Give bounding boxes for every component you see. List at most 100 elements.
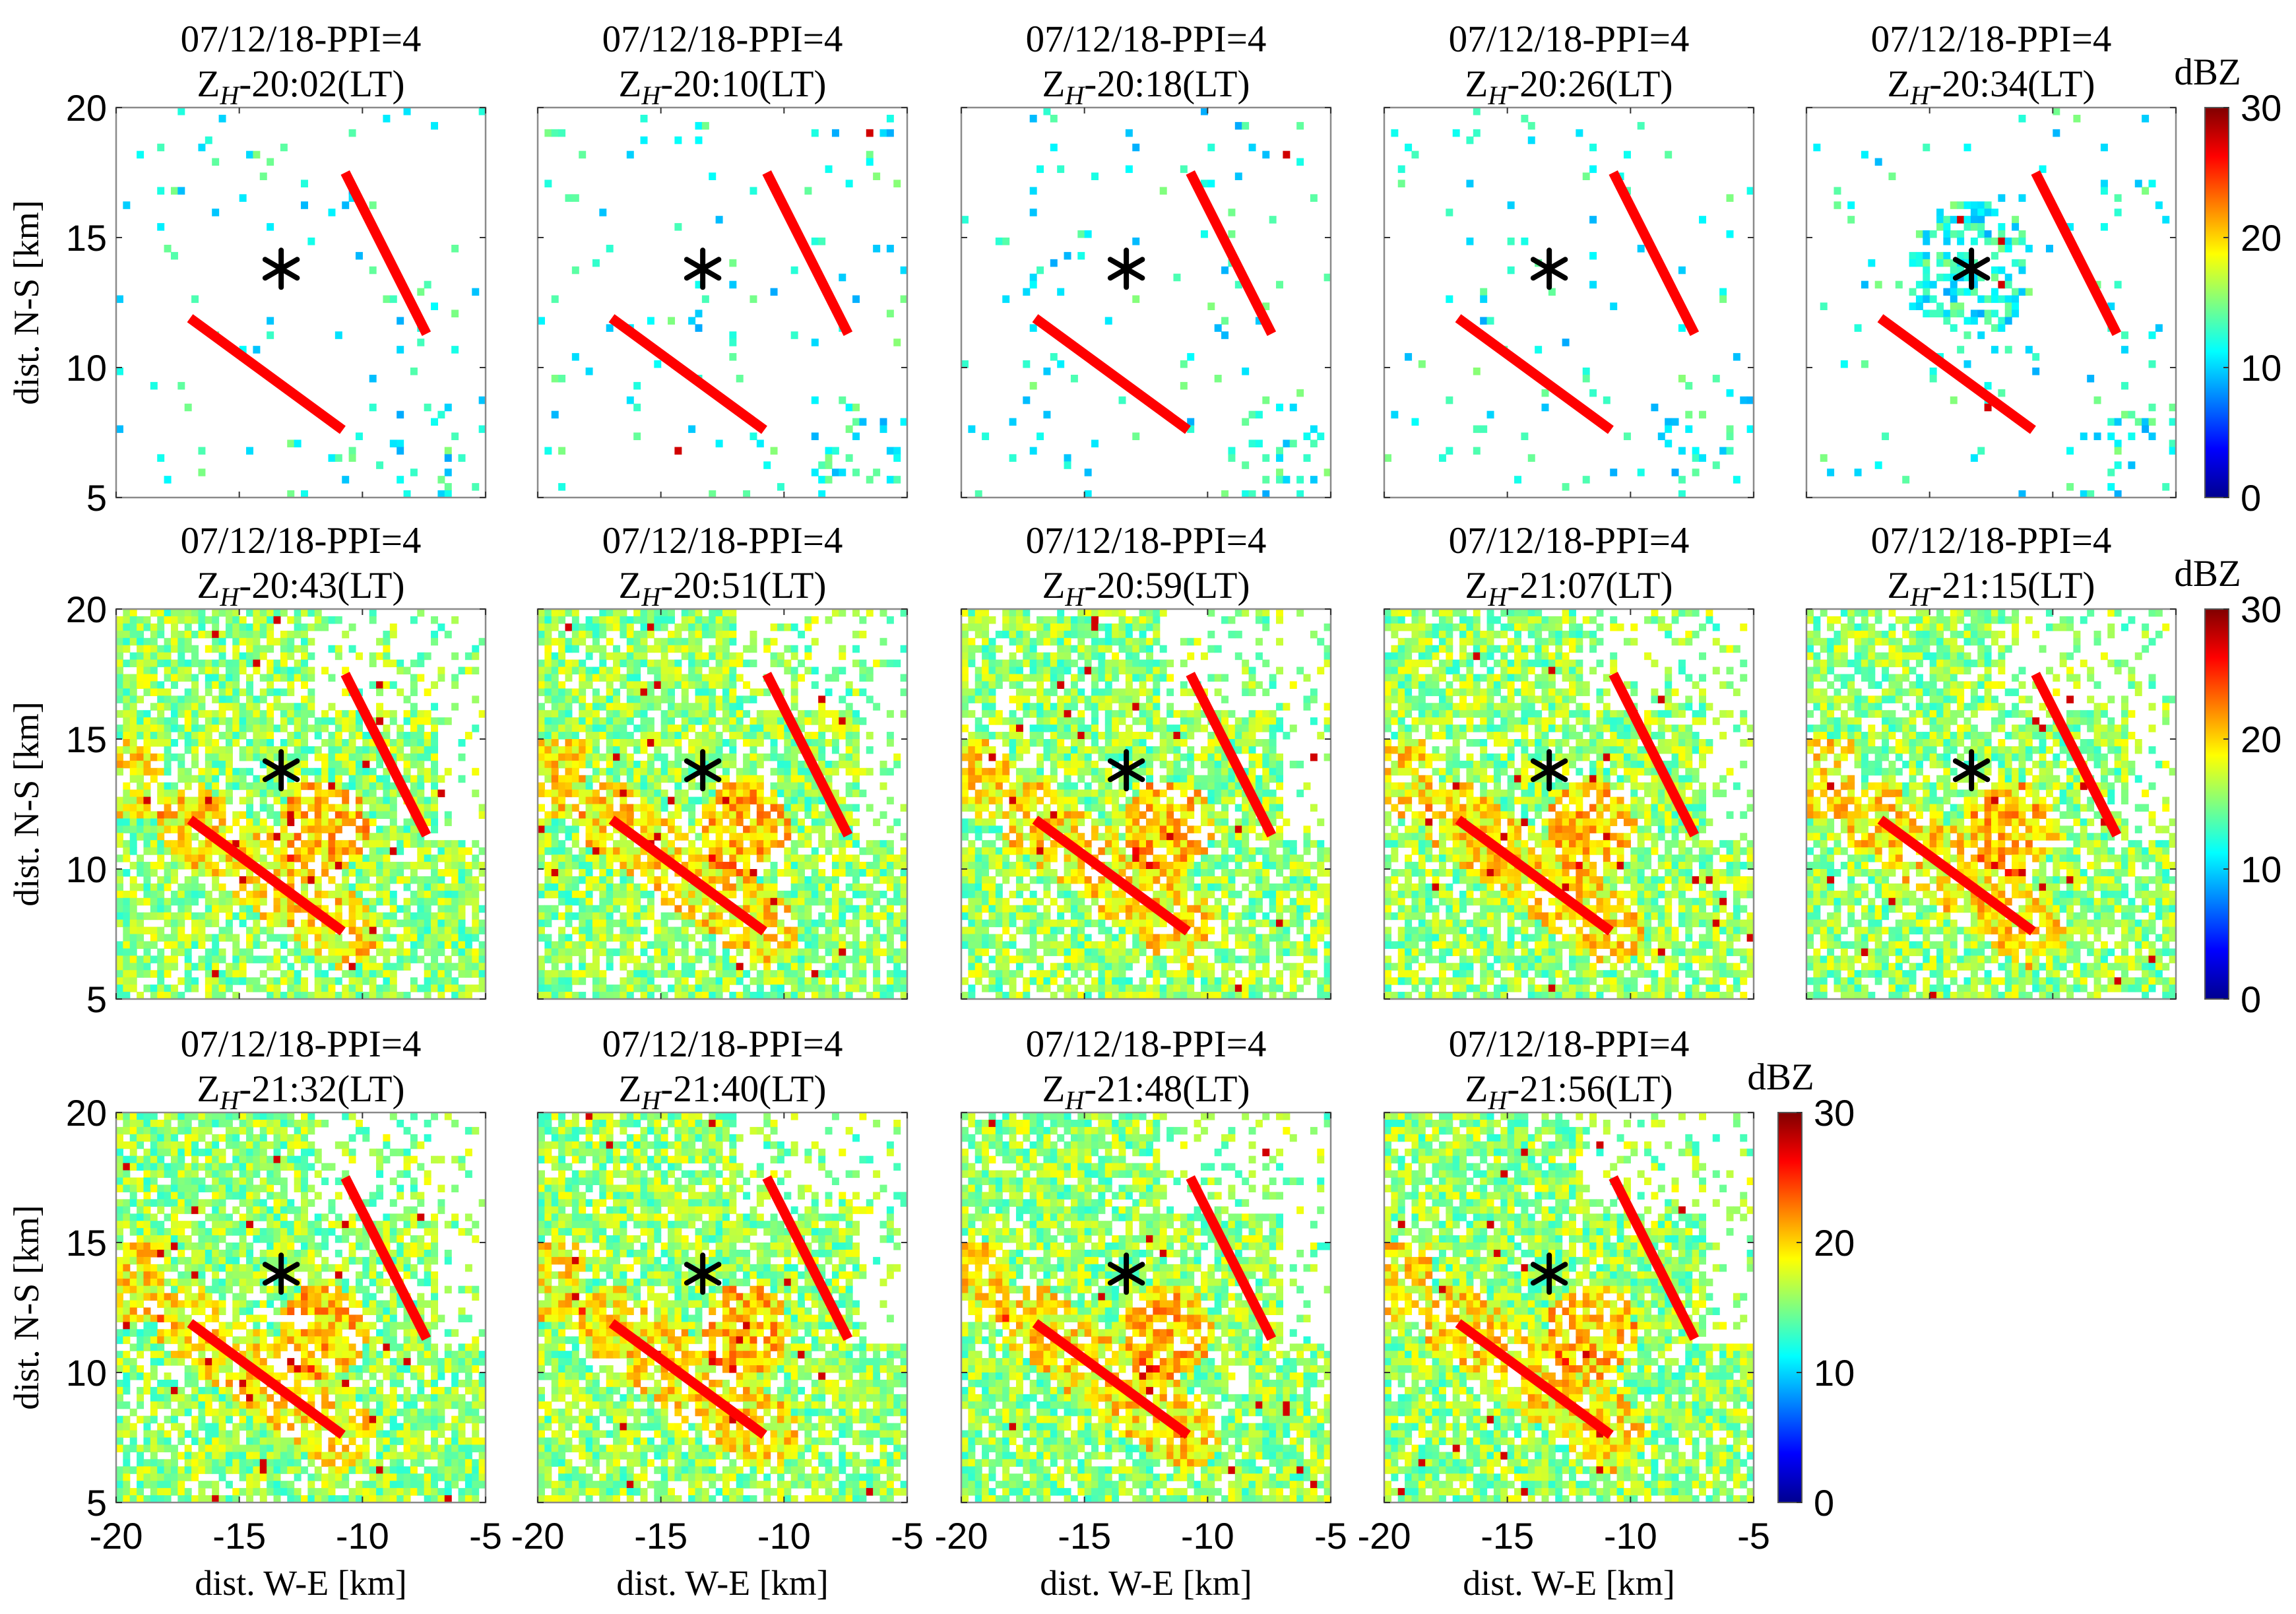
reflectivity-cell <box>349 818 356 826</box>
reflectivity-cell <box>287 876 294 884</box>
reflectivity-cell <box>1651 404 1658 412</box>
reflectivity-cell <box>212 631 219 639</box>
reflectivity-cell <box>397 754 404 761</box>
reflectivity-cell <box>260 739 267 747</box>
reflectivity-cell <box>301 783 308 791</box>
reflectivity-cell <box>702 296 709 304</box>
reflectivity-cell <box>205 768 212 776</box>
reflectivity-cell <box>369 201 377 209</box>
reflectivity-cell <box>280 631 288 639</box>
reflectivity-cell <box>404 754 411 761</box>
reflectivity-cell <box>137 645 144 653</box>
reflectivity-cell <box>171 891 178 899</box>
reflectivity-cell <box>852 433 860 441</box>
reflectivity-cell <box>1923 309 1930 317</box>
reflectivity-cell <box>185 876 192 884</box>
reflectivity-cell <box>1727 230 1734 238</box>
reflectivity-cell <box>205 811 212 819</box>
reflectivity-cell <box>349 725 356 732</box>
reflectivity-cell <box>431 876 438 884</box>
reflectivity-cell <box>185 710 192 718</box>
reflectivity-cell <box>321 775 329 783</box>
reflectivity-cell <box>239 898 247 906</box>
reflectivity-cell <box>198 768 205 776</box>
reflectivity-cell <box>191 804 199 812</box>
reflectivity-cell <box>2142 187 2149 195</box>
reflectivity-cell <box>729 339 736 346</box>
reflectivity-cell <box>260 898 267 906</box>
reflectivity-cell <box>307 869 315 877</box>
reflectivity-cell <box>191 296 199 304</box>
reflectivity-cell <box>1991 324 1998 332</box>
reflectivity-cell <box>445 468 452 476</box>
reflectivity-cell <box>212 616 219 624</box>
reflectivity-cell <box>1950 296 1958 304</box>
reflectivity-cell <box>287 717 294 725</box>
reflectivity-cell <box>143 667 150 675</box>
reflectivity-cell <box>1943 252 1950 260</box>
reflectivity-cell <box>116 825 123 833</box>
reflectivity-cell <box>431 790 438 798</box>
reflectivity-cell <box>137 920 144 928</box>
reflectivity-cell <box>212 905 219 913</box>
reflectivity-cell <box>212 638 219 646</box>
reflectivity-cell <box>301 717 308 725</box>
reflectivity-cell <box>307 638 315 646</box>
reflectivity-cell <box>287 804 294 812</box>
y-tick-label: 20 <box>66 87 107 129</box>
reflectivity-cell <box>558 375 565 383</box>
panel-title-line1: 07/12/18-PPI=4 <box>1871 18 2112 60</box>
reflectivity-cell <box>294 616 302 624</box>
reflectivity-cell <box>315 790 322 798</box>
reflectivity-cell <box>410 775 418 783</box>
reflectivity-cell <box>2005 346 2012 354</box>
reflectivity-cell <box>417 674 424 682</box>
reflectivity-cell <box>410 840 418 848</box>
panel-title-line2: ZH-20:34(LT) <box>1888 63 2095 110</box>
reflectivity-cell <box>328 840 335 848</box>
reflectivity-cell <box>130 616 137 624</box>
reflectivity-cell <box>239 833 247 841</box>
reflectivity-cell <box>150 840 158 848</box>
reflectivity-cell <box>301 825 308 833</box>
reflectivity-cell <box>280 609 288 617</box>
reflectivity-cell <box>1998 238 2005 245</box>
reflectivity-cell <box>431 825 438 833</box>
reflectivity-cell <box>1242 122 1249 130</box>
reflectivity-cell <box>130 703 137 711</box>
reflectivity-cell <box>445 847 452 855</box>
reflectivity-cell <box>301 876 308 884</box>
reflectivity-cell <box>164 754 172 761</box>
reflectivity-cell <box>150 847 158 855</box>
reflectivity-cell <box>1665 418 1672 426</box>
reflectivity-cell <box>880 418 887 426</box>
reflectivity-cell <box>205 797 212 805</box>
reflectivity-cell <box>130 876 137 884</box>
reflectivity-cell <box>1180 360 1188 368</box>
reflectivity-cell <box>246 783 253 791</box>
reflectivity-cell <box>417 768 424 776</box>
reflectivity-cell <box>294 746 302 754</box>
reflectivity-cell <box>150 818 158 826</box>
reflectivity-cell <box>369 898 377 906</box>
reflectivity-cell <box>177 818 185 826</box>
reflectivity-cell <box>232 862 239 870</box>
reflectivity-cell <box>1256 439 1263 447</box>
reflectivity-cell <box>150 624 158 631</box>
reflectivity-cell <box>397 660 404 668</box>
reflectivity-cell <box>1998 223 2005 231</box>
reflectivity-cell <box>219 818 226 826</box>
reflectivity-cell <box>212 761 219 769</box>
reflectivity-cell <box>321 761 329 769</box>
reflectivity-cell <box>219 732 226 740</box>
reflectivity-cell <box>239 624 247 631</box>
reflectivity-cell <box>123 891 130 899</box>
reflectivity-cell <box>390 660 397 668</box>
reflectivity-cell <box>157 695 164 703</box>
reflectivity-cell <box>369 609 377 617</box>
reflectivity-cell <box>417 732 424 740</box>
reflectivity-cell <box>437 624 445 631</box>
reflectivity-cell <box>185 746 192 754</box>
reflectivity-cell <box>116 754 123 761</box>
reflectivity-cell <box>116 905 123 913</box>
